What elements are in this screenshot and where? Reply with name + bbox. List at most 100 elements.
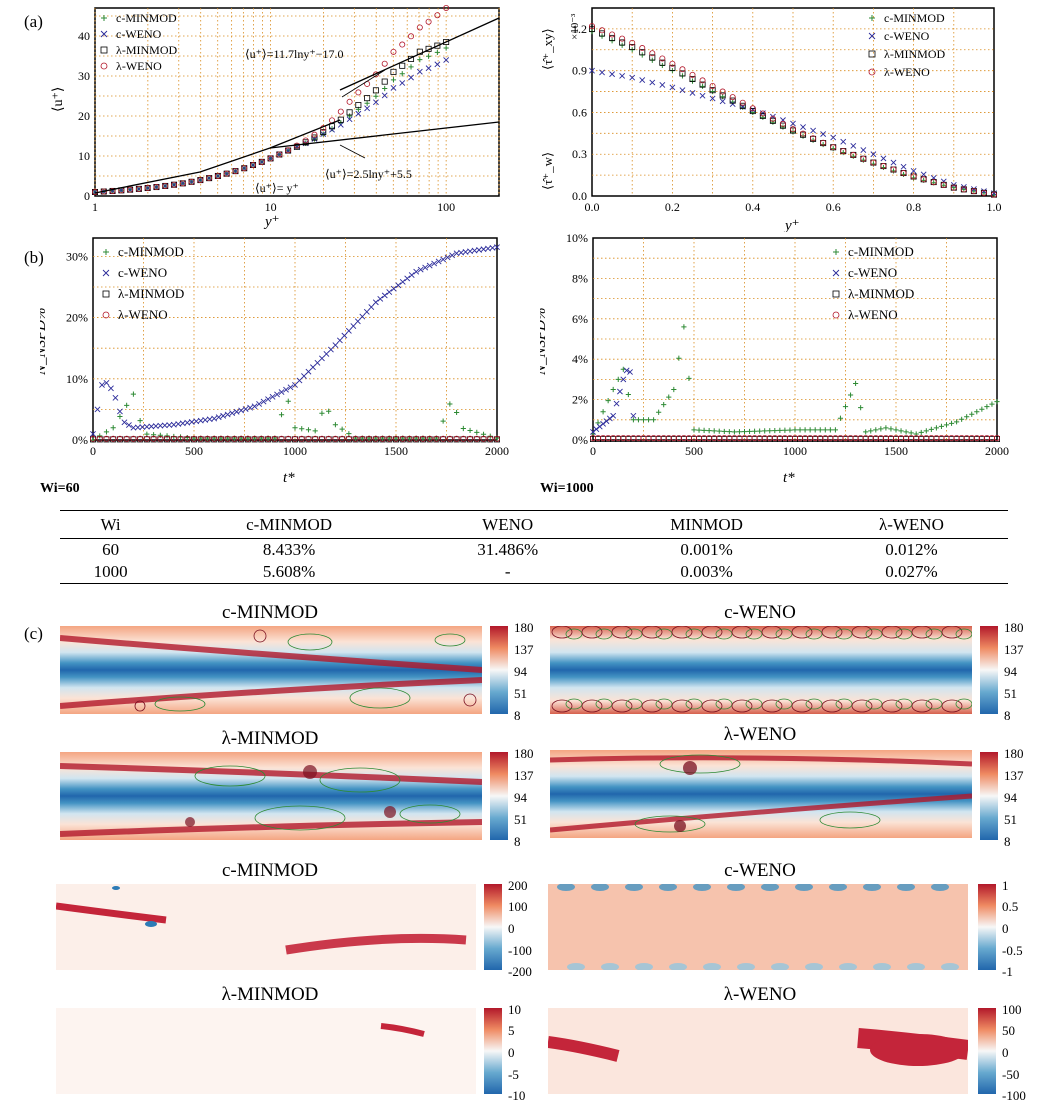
- table-row: 1000 5.608% - 0.003% 0.027%: [60, 561, 1008, 584]
- data-point: [413, 435, 420, 442]
- vortex-contour: [551, 699, 573, 713]
- vortex-spot: [771, 963, 789, 970]
- data-point: [609, 31, 616, 38]
- data-point: [364, 100, 370, 106]
- data-point: [206, 175, 213, 182]
- field-title: λ-MINMOD: [221, 728, 319, 749]
- data-point: [629, 39, 636, 46]
- data-point: [853, 380, 859, 387]
- data-point: [606, 415, 613, 422]
- data-point: [589, 25, 596, 32]
- data-point: [589, 23, 596, 30]
- data-point: [346, 98, 353, 105]
- data-point: [190, 435, 197, 442]
- vortex-spot: [557, 884, 575, 891]
- data-point: [301, 373, 307, 379]
- xlabel-b-left: t*: [283, 470, 295, 486]
- data-point: [354, 318, 361, 325]
- cell: 0.003%: [598, 561, 815, 584]
- data-point: [812, 427, 818, 433]
- data-point: [860, 155, 867, 162]
- data-point: [720, 94, 726, 100]
- data-point: [417, 266, 424, 273]
- y-tick-label: 2%: [572, 393, 588, 407]
- data-point: [298, 435, 305, 442]
- data-point: [241, 165, 248, 172]
- vortex-spot: [863, 884, 881, 891]
- data-point: [139, 424, 146, 430]
- legend-marker: [102, 311, 110, 319]
- data-point: [900, 163, 907, 170]
- data-point: [938, 423, 945, 429]
- data-point: [355, 89, 362, 96]
- data-point: [850, 151, 857, 158]
- data-point: [144, 185, 151, 192]
- legend-marker: [832, 311, 840, 319]
- data-point: [609, 71, 616, 78]
- x-tick-label: 0.2: [665, 200, 680, 214]
- vortex-contour: [641, 699, 663, 713]
- data-point: [251, 435, 258, 442]
- legend-entry: c-WENO: [118, 265, 167, 280]
- data-point: [769, 117, 776, 124]
- data-point: [135, 185, 142, 192]
- data-point: [271, 435, 278, 442]
- vortex-spot: [669, 963, 687, 970]
- vortex-contour: [715, 698, 733, 710]
- vortex-spot: [897, 884, 915, 891]
- legend-marker: [833, 249, 839, 255]
- data-point: [739, 102, 746, 109]
- data-point: [311, 134, 318, 141]
- vortex-spot: [601, 963, 619, 970]
- data-point: [454, 409, 460, 416]
- data-point: [366, 435, 373, 442]
- data-point: [90, 435, 97, 442]
- data-point: [242, 406, 249, 412]
- data-point: [224, 411, 231, 418]
- data-point: [599, 30, 606, 37]
- colorbar: [980, 626, 998, 714]
- data-point: [959, 416, 965, 422]
- data-point: [116, 435, 123, 442]
- series-c-MINMOD: [90, 391, 500, 443]
- data-point: [630, 412, 637, 419]
- data-point: [749, 106, 756, 113]
- data-point: [599, 27, 606, 34]
- data-point: [752, 428, 758, 434]
- data-point: [305, 368, 312, 375]
- data-point: [416, 24, 423, 31]
- data-point: [408, 272, 415, 278]
- data-point: [870, 159, 877, 166]
- colorbar-tick: 10: [508, 1002, 521, 1017]
- data-point: [123, 435, 130, 442]
- data-point: [671, 386, 677, 393]
- vortex-spot: [829, 884, 847, 891]
- data-point: [666, 394, 672, 400]
- data-point: [789, 126, 796, 133]
- data-point: [883, 425, 889, 431]
- colorbar: [490, 626, 508, 714]
- vortex-contour: [775, 628, 793, 640]
- data-point: [125, 422, 132, 428]
- data-point: [659, 55, 666, 62]
- y-tick-label: 0.0: [572, 189, 587, 203]
- data-point: [137, 435, 144, 442]
- data-point: [214, 172, 221, 179]
- vortex-contour: [551, 626, 573, 639]
- data-point: [311, 131, 318, 138]
- data-point: [474, 429, 480, 435]
- data-point: [447, 401, 453, 407]
- data-point: [390, 285, 397, 292]
- data-point: [787, 427, 793, 433]
- data-point: [669, 84, 676, 91]
- legend-marker: [868, 68, 876, 76]
- ylabel-a-left: ⟨u⁺⟩: [51, 87, 66, 112]
- nspd-field-l-weno: [548, 1008, 968, 1094]
- data-point: [372, 99, 379, 106]
- data-point: [416, 68, 423, 75]
- data-point: [610, 386, 616, 393]
- y-tick-label: 40: [78, 29, 90, 43]
- cell: 1000: [60, 561, 162, 584]
- legend-entry: λ-MINMOD: [118, 286, 184, 301]
- data-point: [299, 426, 305, 432]
